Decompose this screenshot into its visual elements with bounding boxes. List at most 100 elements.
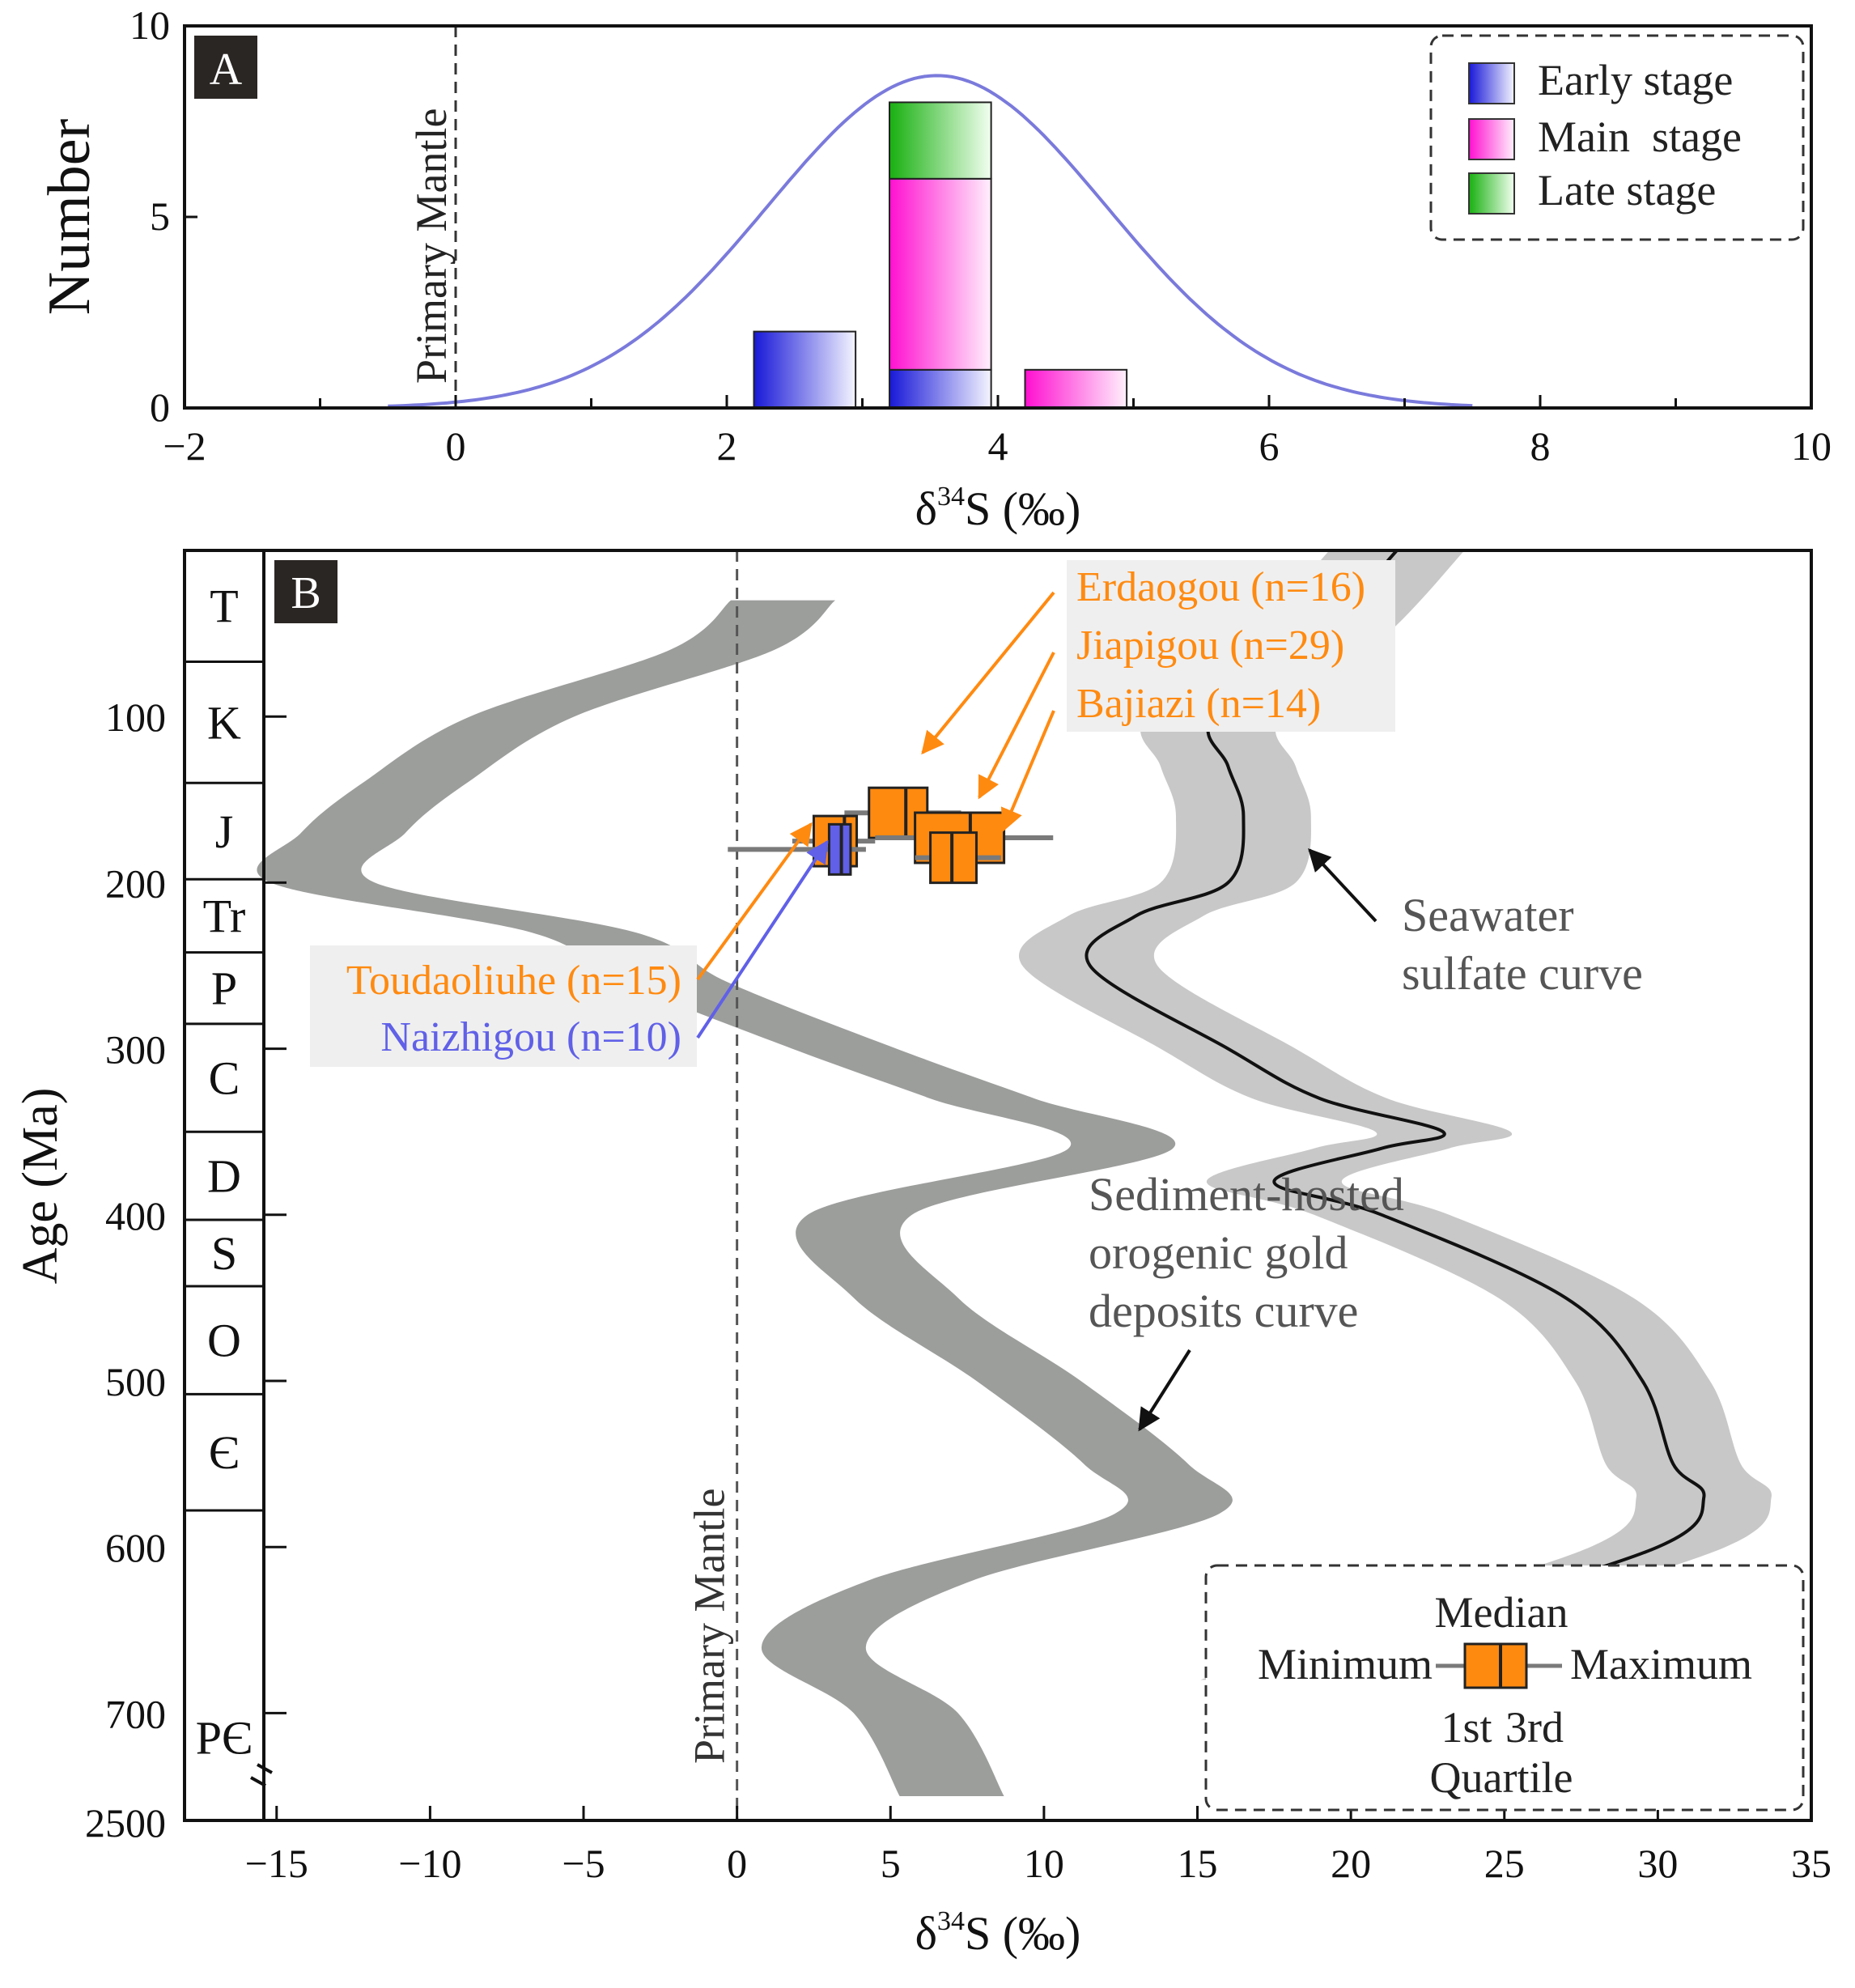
- y-tick-label-b: 200: [105, 860, 166, 906]
- legend-a: Early stage Main stage Late stage: [1429, 34, 1805, 241]
- legend-q3-label: 3rd: [1505, 1703, 1564, 1752]
- x-tick-label-b: 5: [881, 1841, 901, 1886]
- arrow-seawater: [1308, 847, 1377, 923]
- legend-b: Median Minimum Maximum 1st 3rd Quartile: [1204, 1564, 1805, 1812]
- period-label: P: [211, 962, 237, 1015]
- arrow-erdaogou: [921, 591, 1055, 755]
- legend-label-late: Late stage: [1538, 166, 1716, 215]
- label-box-left: [310, 945, 697, 1067]
- legend-box: [1463, 1642, 1528, 1689]
- x-tick-label-b: 10: [1024, 1841, 1064, 1886]
- deposit-label-jiapigou: Jiapigou (n=29): [1076, 622, 1344, 669]
- arrow-jiapigou: [978, 652, 1055, 800]
- period-label: PЄ: [196, 1711, 253, 1764]
- x-tick-label-b: 0: [727, 1841, 747, 1886]
- legend-swatch-main: [1468, 118, 1515, 160]
- y-tick-label-a: 10: [129, 2, 170, 48]
- histogram-bars: [753, 101, 1128, 410]
- x-tick-label-a: 6: [1259, 423, 1280, 469]
- panel-label-box-b: [274, 560, 337, 623]
- legend-q1-label: 1st: [1441, 1703, 1492, 1752]
- primary-mantle-label-b: Primary Mantle: [686, 1489, 734, 1764]
- x-tick-label-b: 25: [1484, 1841, 1525, 1886]
- x-tick-label-b: 20: [1331, 1841, 1371, 1886]
- period-label: T: [210, 580, 238, 633]
- seawater-sulfate-band: [1018, 550, 1772, 1680]
- y-tick-label-b: 500: [105, 1359, 166, 1404]
- x-tick-label-b: 15: [1178, 1841, 1218, 1886]
- bar-1-main-stage: [889, 177, 992, 371]
- y-tick-label-b: 600: [105, 1525, 166, 1570]
- deposit-label-toudaoliuhe: Toudaoliuhe (n=15): [346, 958, 681, 1004]
- x-tick-label-a: 4: [988, 423, 1008, 469]
- period-label: O: [207, 1315, 241, 1367]
- y-tick-label-b: 700: [105, 1691, 166, 1736]
- period-label: Є: [209, 1426, 240, 1479]
- x-tick-label-b: 30: [1637, 1841, 1678, 1886]
- gold-curve-label-line2: orogenic gold: [1089, 1226, 1348, 1279]
- panel-b: Primary Mantle Erdaogou (n=16) Jiapigou …: [13, 549, 1832, 1960]
- legend-swatch-late: [1468, 172, 1515, 215]
- axis-break-mark: [250, 1763, 273, 1787]
- legend-swatch-early: [1468, 62, 1515, 104]
- x-tick-label-a: 2: [717, 423, 737, 469]
- period-label: S: [211, 1227, 237, 1280]
- bar-2-main-stage: [1024, 368, 1128, 409]
- legend-minimum-label: Minimum: [1258, 1640, 1433, 1689]
- y-tick-label-b: 400: [105, 1193, 166, 1238]
- x-tick-label-a: 8: [1530, 423, 1551, 469]
- panel-label-a: A: [210, 45, 243, 95]
- y-break-label-b: 2500: [85, 1800, 166, 1846]
- y-tick-label-a: 0: [150, 384, 170, 430]
- x-tick-label-a: −2: [163, 423, 206, 469]
- x-tick-label-b: −10: [398, 1841, 461, 1886]
- arrow-bajiazi: [1000, 710, 1055, 832]
- arrow-gold-curve: [1138, 1349, 1191, 1432]
- deposit-label-erdaogou: Erdaogou (n=16): [1076, 564, 1365, 610]
- box-plots: [728, 786, 1054, 885]
- period-label: J: [215, 805, 234, 858]
- label-box-orange-right: [1067, 560, 1395, 732]
- gold-curve-label-line3: deposits curve: [1089, 1285, 1358, 1337]
- y-tick-label-b: 100: [105, 695, 166, 740]
- x-axis-title-b: δ34S (‰): [915, 1906, 1081, 1960]
- x-tick-label-a: 10: [1791, 423, 1832, 469]
- y-axis-title-b: Age (Ma): [13, 1088, 68, 1285]
- x-tick-label-b: 35: [1791, 1841, 1832, 1886]
- y-tick-label-a: 5: [150, 193, 170, 239]
- arrow-naizhigou: [696, 839, 829, 1039]
- primary-mantle-label-a: Primary Mantle: [407, 108, 456, 384]
- period-label: K: [207, 696, 241, 749]
- seawater-label-line1: Seawater: [1402, 889, 1574, 941]
- period-label: C: [209, 1052, 240, 1105]
- x-tick-label-b: −5: [562, 1841, 605, 1886]
- x-tick-label-b: −15: [245, 1841, 308, 1886]
- gold-curve-label-line1: Sediment-hosted: [1089, 1168, 1404, 1221]
- bar-0-early-stage: [753, 330, 857, 410]
- legend-label-early: Early stage: [1538, 56, 1733, 104]
- y-axis-title-a: Number: [36, 119, 103, 316]
- x-tick-label-a: 0: [446, 423, 466, 469]
- axis-ticks-b: −15 −10 −5 0 5 10 15 20 25 30 35 100 200 300 400 500 600…: [85, 695, 1832, 1886]
- deposit-label-naizhigou: Naizhigou (n=10): [380, 1014, 681, 1060]
- plot-frame-b: [183, 549, 1813, 1822]
- period-label: Tr: [203, 890, 246, 942]
- legend-label-main: Main stage: [1538, 113, 1742, 161]
- normal-fit-curve: [388, 74, 1473, 408]
- gold-deposits-band: [257, 600, 1233, 1796]
- legend-quartile-label: Quartile: [1430, 1753, 1573, 1802]
- seawater-sulfate-line: [1085, 549, 1706, 1682]
- bar-1-late-stage: [889, 101, 992, 180]
- x-axis-title-a: δ34S (‰): [915, 482, 1081, 535]
- period-label: D: [207, 1150, 241, 1203]
- arrow-toudaoliuhe: [696, 822, 813, 981]
- panel-label-box-a: [194, 36, 257, 99]
- legend-median-label: Median: [1435, 1588, 1568, 1637]
- deposit-label-bajiazi: Bajiazi (n=14): [1076, 681, 1321, 727]
- seawater-label-line2: sulfate curve: [1402, 947, 1643, 1000]
- y-tick-label-b: 300: [105, 1027, 166, 1073]
